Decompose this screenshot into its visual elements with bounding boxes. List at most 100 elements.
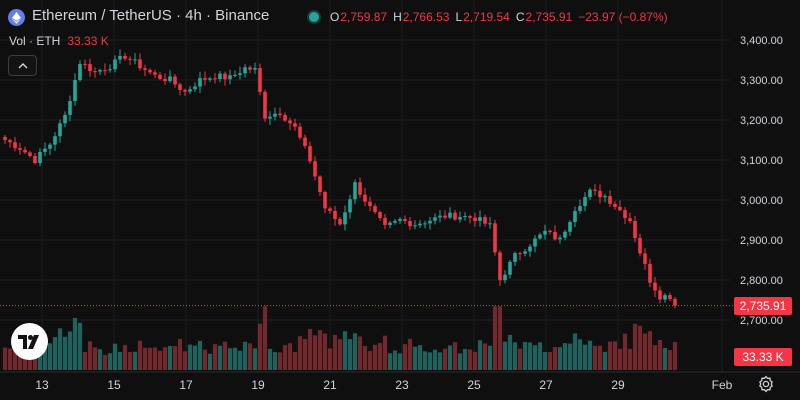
- time-tick-label: 21: [323, 378, 337, 392]
- gear-icon[interactable]: [757, 375, 775, 393]
- price-tick-label: 3,200.00: [740, 115, 783, 127]
- volume-bar: [97, 349, 103, 370]
- candle-body: [253, 68, 257, 70]
- candle-body: [333, 210, 337, 220]
- ohlc-close-key: C: [515, 10, 525, 24]
- volume-bar: [257, 323, 263, 370]
- candle-body: [488, 223, 492, 225]
- volume-bar: [622, 333, 628, 370]
- time-axis[interactable]: 13 15 17 19 21 23 25 27 29 Feb: [35, 378, 732, 392]
- candle-body: [518, 253, 522, 255]
- volume-bar: [522, 342, 528, 370]
- volume-bar: [2, 347, 8, 370]
- candle-body: [103, 70, 107, 72]
- price-tick-label: 2,900.00: [740, 235, 783, 247]
- price-tick-label: 3,100.00: [740, 155, 783, 167]
- price-tick-label: 3,400.00: [740, 35, 783, 47]
- candle-body: [208, 78, 212, 80]
- volume-legend[interactable]: Vol · ETH 33.33 K: [9, 34, 109, 48]
- candle-body: [388, 222, 392, 225]
- tradingview-logo-icon[interactable]: [11, 323, 48, 360]
- volume-bar: [512, 342, 518, 370]
- candle-body: [493, 223, 497, 253]
- volume-bar: [62, 336, 68, 370]
- candle-body: [178, 84, 182, 90]
- volume-bar: [602, 351, 608, 370]
- candle-body: [183, 89, 187, 92]
- candle-body: [198, 78, 202, 87]
- candle-body: [318, 176, 322, 193]
- volume-bar: [412, 346, 418, 370]
- volume-bar: [392, 350, 398, 370]
- candle-body: [223, 73, 227, 80]
- candle-body: [313, 161, 317, 177]
- volume-bar: [567, 343, 573, 370]
- ethereum-logo-icon: [8, 9, 25, 26]
- volume-bar: [342, 331, 348, 370]
- candle-body: [563, 231, 567, 238]
- candle-body: [263, 91, 267, 119]
- volume-bar: [367, 351, 373, 370]
- volume-bar: [132, 351, 138, 370]
- candle-body: [503, 274, 507, 281]
- candle-body: [328, 208, 332, 211]
- candle-body: [648, 263, 652, 283]
- volume-bar: [612, 341, 618, 370]
- candle-body: [268, 116, 272, 119]
- candle-body: [443, 215, 447, 218]
- candle-body: [283, 114, 287, 121]
- volume-bar: [82, 352, 88, 370]
- candle-body: [118, 55, 122, 60]
- volume-bar: [397, 353, 403, 370]
- volume-bar: [52, 337, 58, 370]
- candle-body: [603, 196, 607, 198]
- candle-body: [538, 234, 542, 239]
- chevron-up-icon: [18, 62, 27, 68]
- candle-body: [508, 261, 512, 275]
- volume-bar: [617, 348, 623, 370]
- candle-body: [153, 72, 157, 75]
- candle-body: [168, 76, 172, 82]
- candle-body: [658, 290, 662, 300]
- candle-body: [458, 217, 462, 220]
- candle-body: [348, 199, 352, 213]
- ohlc-close-value: 2,735.91: [525, 10, 573, 24]
- price-tick-label: 2,700.00: [740, 315, 783, 327]
- candle-body: [98, 70, 102, 72]
- volume-bar: [442, 348, 448, 370]
- volume-bar: [447, 345, 453, 370]
- volume-bar: [327, 348, 333, 370]
- candle-body: [573, 211, 577, 222]
- volume-bar: [427, 352, 433, 370]
- candle-body: [273, 113, 277, 117]
- ohlc-low-key: L: [455, 10, 463, 24]
- ohlc-high-key: H: [393, 10, 402, 24]
- volume-bar: [477, 340, 483, 370]
- volume-bar: [592, 345, 598, 370]
- volume-bar: [562, 343, 568, 370]
- volume-bar: [87, 341, 93, 370]
- candle-body: [193, 86, 197, 90]
- candle-body: [483, 217, 487, 224]
- candle-body: [78, 63, 82, 81]
- ohlc-values: O2,759.87 H2,766.53 L2,719.54 C2,735.91 …: [330, 10, 668, 24]
- chart-grid: [0, 0, 800, 373]
- volume-bar: [452, 342, 458, 370]
- collapse-legend-button[interactable]: [8, 55, 37, 76]
- symbol-title[interactable]: Ethereum / TetherUS · 4h · Binance: [32, 7, 270, 24]
- volume-bar: [597, 345, 603, 370]
- volume-bar: [27, 350, 33, 370]
- volume-bar: [162, 347, 168, 370]
- volume-bar: [332, 335, 338, 370]
- candle-body: [113, 59, 117, 70]
- candle-body: [413, 225, 417, 227]
- candle-body: [38, 151, 42, 164]
- candle-body: [438, 215, 442, 218]
- price-change: −23.97 (−0.87%): [578, 10, 668, 24]
- volume-bar: [307, 329, 313, 370]
- candle-body: [353, 182, 357, 200]
- volume-bar: [532, 345, 538, 370]
- price-axis[interactable]: 3,400.00 3,300.00 3,200.00 3,100.00 3,000.00…: [740, 35, 783, 327]
- candle-body: [258, 68, 262, 92]
